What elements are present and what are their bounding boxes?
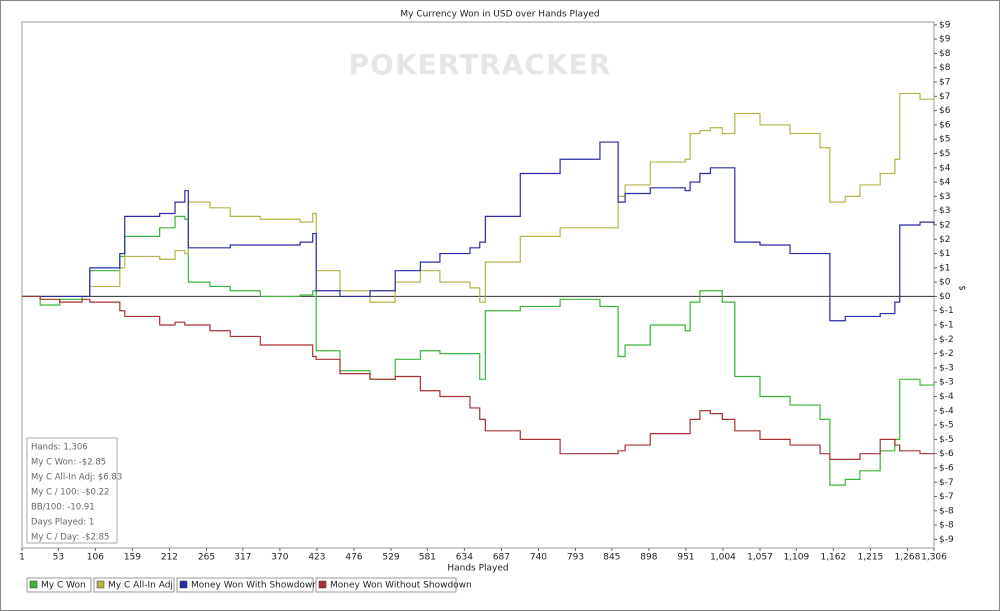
legend-cell	[26, 577, 92, 593]
x-tick-label: 159	[124, 553, 141, 563]
y-tick-label: $-2	[939, 335, 954, 345]
y-tick-label: $6	[939, 106, 951, 116]
y-tick-label: $1	[939, 249, 950, 259]
y-tick-label: $1	[939, 263, 950, 273]
y-tick-label: $-8	[939, 521, 954, 531]
y-tick-label: $-5	[939, 435, 954, 445]
x-tick-label: 423	[308, 553, 325, 563]
series-line	[22, 215, 935, 486]
y-tick-label: $3	[939, 206, 950, 216]
y-tick-label: $-4	[939, 406, 954, 416]
stats-line: BB/100: -10.91	[31, 503, 95, 513]
x-tick-label: 212	[161, 553, 178, 563]
x-tick-label: 951	[677, 553, 694, 563]
y-tick-label: $5	[939, 149, 950, 159]
x-tick-label: 53	[53, 553, 64, 563]
y-tick-label: $6	[939, 120, 951, 130]
y-tick-label: $-2	[939, 349, 954, 359]
series-line	[22, 92, 935, 303]
y-axis-label: $	[957, 285, 967, 291]
legend-swatch	[318, 580, 327, 589]
legend-label: My C Won	[41, 581, 86, 591]
x-tick-label: 634	[456, 553, 473, 563]
x-tick-label: 317	[234, 553, 251, 563]
legend-cell	[93, 577, 175, 593]
y-tick-label: $5	[939, 135, 950, 145]
y-tick-label: $8	[939, 49, 951, 59]
x-tick-label: 581	[419, 553, 436, 563]
stats-line: My C / 100: -$0.22	[31, 488, 109, 498]
y-tick-label: $2	[939, 235, 950, 245]
legend-swatch	[179, 580, 188, 589]
y-tick-label: $-8	[939, 506, 954, 516]
legend-label: Money Won Without Showdown	[330, 581, 472, 591]
y-tick-label: $3	[939, 192, 950, 202]
stats-line: My C All-In Adj: $6.83	[31, 473, 122, 483]
legend-swatch	[29, 580, 38, 589]
legend-label: Money Won With Showdown	[191, 581, 318, 591]
legend-cell	[176, 577, 314, 593]
x-tick-label: 845	[603, 553, 620, 563]
y-tick-label: $4	[939, 178, 951, 188]
y-tick-label: $-3	[939, 378, 954, 388]
y-tick-label: $-9	[939, 535, 954, 545]
x-tick-label: 740	[530, 553, 547, 563]
y-tick-label: $0	[939, 292, 951, 302]
stats-line: Days Played: 1	[31, 518, 94, 528]
x-tick-label: 793	[567, 553, 584, 563]
y-tick-label: $-3	[939, 363, 954, 373]
y-tick-label: $9	[939, 35, 951, 45]
x-tick-label: 1,306	[921, 553, 947, 563]
y-tick-label: $9	[939, 20, 951, 30]
y-tick-label: $-4	[939, 392, 954, 402]
stats-line: My C Won: -$2.85	[31, 458, 106, 468]
y-tick-label: $0	[939, 278, 951, 288]
x-tick-label: 265	[198, 553, 215, 563]
y-tick-label: $-7	[939, 478, 954, 488]
y-tick-label: $-1	[939, 306, 954, 316]
plot-area	[21, 21, 935, 549]
y-tick-label: $-6	[939, 463, 954, 473]
x-tick-label: 1,057	[747, 553, 773, 563]
x-tick-label: 1	[19, 553, 25, 563]
series-line	[22, 295, 934, 460]
chart-title: My Currency Won in USD over Hands Played	[400, 10, 599, 20]
x-tick-label: 1,215	[858, 553, 884, 563]
y-tick-label: $8	[939, 63, 951, 73]
x-tick-label: 687	[493, 553, 510, 563]
series-line	[22, 141, 935, 322]
x-tick-label: 370	[271, 553, 288, 563]
y-tick-label: $7	[939, 78, 950, 88]
y-tick-label: $-1	[939, 321, 954, 331]
legend-swatch	[96, 580, 105, 589]
y-tick-label: $-7	[939, 492, 954, 502]
y-tick-label: $-6	[939, 449, 954, 459]
legend-label: My C All-In Adj	[108, 581, 173, 591]
legend-cell	[315, 577, 457, 593]
y-tick-label: $4	[939, 163, 951, 173]
x-tick-label: 476	[345, 553, 362, 563]
stats-line: Hands: 1,306	[31, 443, 88, 453]
stats-box	[26, 437, 118, 544]
x-tick-label: 1,268	[895, 553, 921, 563]
stats-line: My C / Day: -$2.85	[31, 533, 109, 543]
x-tick-label: 1,004	[710, 553, 736, 563]
y-tick-label: $2	[939, 220, 950, 230]
y-tick-label: $7	[939, 92, 950, 102]
x-tick-label: 898	[640, 553, 657, 563]
x-axis-label: Hands Played	[447, 564, 508, 574]
watermark: POKERTRACKER	[349, 48, 612, 81]
x-tick-label: 529	[382, 553, 399, 563]
x-tick-label: 1,109	[783, 553, 809, 563]
x-tick-label: 106	[87, 553, 104, 563]
x-tick-label: 1,162	[820, 553, 846, 563]
y-tick-label: $-5	[939, 421, 954, 431]
